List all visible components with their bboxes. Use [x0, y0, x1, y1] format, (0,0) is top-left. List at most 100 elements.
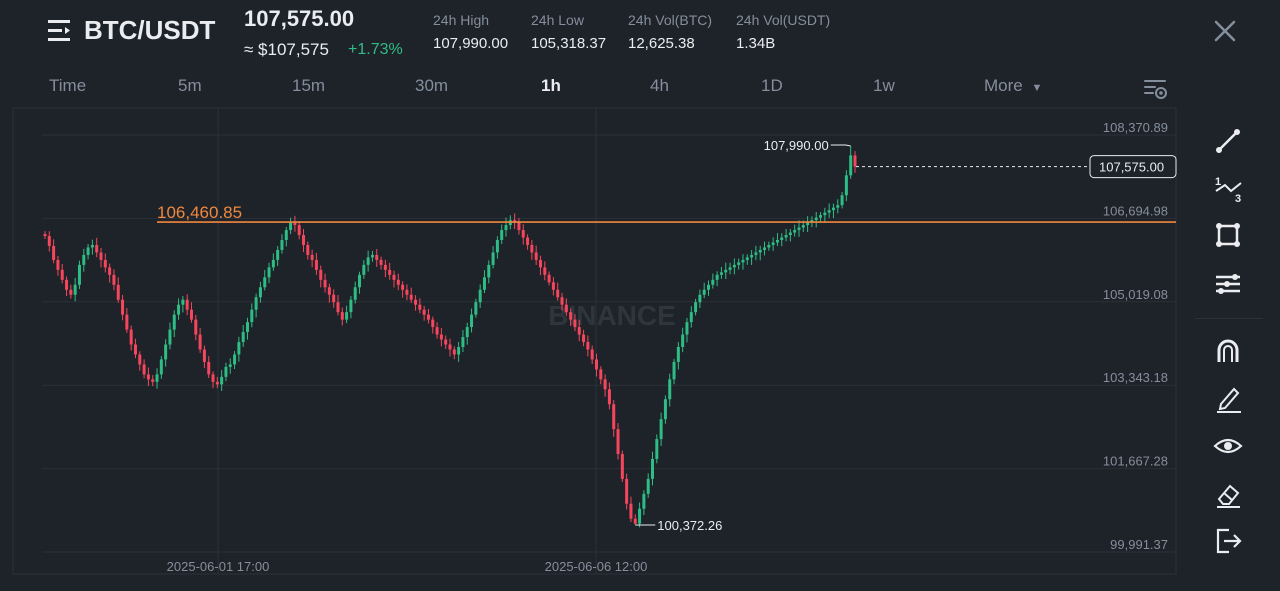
candlestick-chart[interactable]: BINANCE 106,460.85 107,575.00 107,990.00… [0, 105, 1185, 575]
candle-body [745, 257, 749, 260]
candle-body [457, 347, 461, 355]
y-axis: 108,370.89 106,694.98 105,019.08 103,343.18… [1103, 120, 1168, 552]
price-change: +1.73% [348, 41, 403, 58]
candle-body [538, 259, 542, 268]
candle-body [482, 277, 486, 290]
y-tick-label: 99,991.37 [1110, 537, 1168, 552]
candle-body [297, 225, 301, 236]
candle-body [65, 279, 69, 290]
candle-body [211, 374, 215, 382]
candle-body [69, 289, 73, 295]
candle-body [612, 404, 616, 430]
candle-body [202, 349, 206, 362]
candle-body [831, 207, 835, 211]
high-leader-line [830, 144, 851, 147]
exit-icon[interactable] [1213, 526, 1243, 556]
more-dropdown[interactable]: More ▼ [984, 76, 1042, 96]
tab-1h[interactable]: 1h [541, 76, 561, 95]
candle-body [465, 327, 469, 338]
candle-body [95, 244, 99, 253]
candle-body [90, 244, 94, 248]
candle-body [164, 344, 168, 360]
candle-body [284, 230, 288, 241]
more-label: More [984, 76, 1023, 95]
rectangle-icon[interactable] [1213, 220, 1243, 250]
candle-body [401, 284, 405, 290]
pair-title[interactable]: BTC/USDT [84, 15, 216, 45]
fibonacci-icon[interactable]: 1 3 [1213, 173, 1243, 203]
candle-body [293, 222, 297, 226]
eye-icon[interactable] [1213, 431, 1243, 461]
candle-body [823, 212, 827, 216]
candle-body [439, 334, 443, 340]
menu-icon[interactable] [46, 18, 74, 44]
caret-down-icon: ▼ [1031, 82, 1043, 94]
candle-body [224, 366, 228, 377]
candle-body [142, 364, 146, 375]
candle-body [302, 235, 306, 245]
candle-body [517, 222, 521, 231]
candle-body [336, 302, 340, 313]
pencil-icon[interactable] [1213, 383, 1243, 413]
candle-body [99, 252, 103, 260]
magnet-icon[interactable] [1213, 336, 1243, 366]
stat-value: 1.34B [736, 35, 776, 52]
stat-24h-high: 24h High 107,990.00 [433, 12, 508, 52]
candle-body [775, 240, 779, 243]
candle-body [793, 230, 797, 233]
trend-line-icon[interactable] [1213, 125, 1243, 155]
candle-body [405, 289, 409, 295]
watermark-text: BINANCE [548, 300, 676, 331]
candle-body [707, 284, 711, 290]
candle-body [681, 334, 685, 348]
candle-body [151, 379, 155, 382]
tab-1w[interactable]: 1w [873, 76, 895, 95]
stat-value: 105,318.37 [531, 35, 607, 52]
candle-body [560, 297, 564, 305]
candle-body [276, 249, 280, 260]
candle-body [177, 304, 181, 315]
y-tick-label: 108,370.89 [1103, 120, 1168, 135]
tab-time[interactable]: Time [49, 76, 87, 95]
candle-body [616, 429, 620, 454]
candle-body [780, 237, 784, 241]
indicator-settings-icon[interactable] [1213, 269, 1243, 299]
candle-body [801, 225, 805, 228]
chart-settings-icon[interactable] [1143, 78, 1169, 100]
candle-body [819, 215, 823, 218]
candle-body [332, 294, 336, 303]
header: BTC/USDT 107,575.00 ≈ $107,575 +1.73% 24… [0, 0, 1280, 70]
candle-body [461, 337, 465, 348]
last-price-label: 107,575.00 [1099, 160, 1164, 175]
candle-body [651, 458, 654, 479]
candle-body [551, 282, 555, 290]
candle-body [526, 237, 530, 245]
tab-4h[interactable]: 4h [650, 76, 669, 95]
high-price-label: 107,990.00 [764, 138, 829, 153]
tab-30m[interactable]: 30m [415, 76, 449, 95]
candle-body [737, 262, 741, 265]
candle-body [672, 361, 676, 380]
candles [43, 145, 857, 528]
candle-body [47, 236, 51, 246]
candle-body [543, 267, 547, 275]
candle-body [763, 247, 767, 250]
tab-5m[interactable]: 5m [178, 76, 202, 95]
candle-body [853, 155, 857, 167]
candle-body [448, 344, 452, 350]
eraser-icon[interactable] [1213, 479, 1243, 509]
candle-body [168, 329, 172, 345]
tab-1d[interactable]: 1D [761, 76, 783, 95]
close-icon[interactable] [1212, 18, 1238, 44]
candle-body [172, 314, 176, 330]
svg-text:3: 3 [1235, 193, 1241, 203]
candle-body [474, 302, 478, 315]
candle-body [388, 269, 392, 275]
candle-body [663, 399, 667, 420]
candle-body [60, 269, 64, 280]
candle-body [77, 264, 81, 285]
candle-body [155, 374, 159, 382]
stat-label: 24h Low [531, 12, 584, 28]
candle-body [220, 376, 224, 385]
tab-15m[interactable]: 15m [292, 76, 326, 95]
